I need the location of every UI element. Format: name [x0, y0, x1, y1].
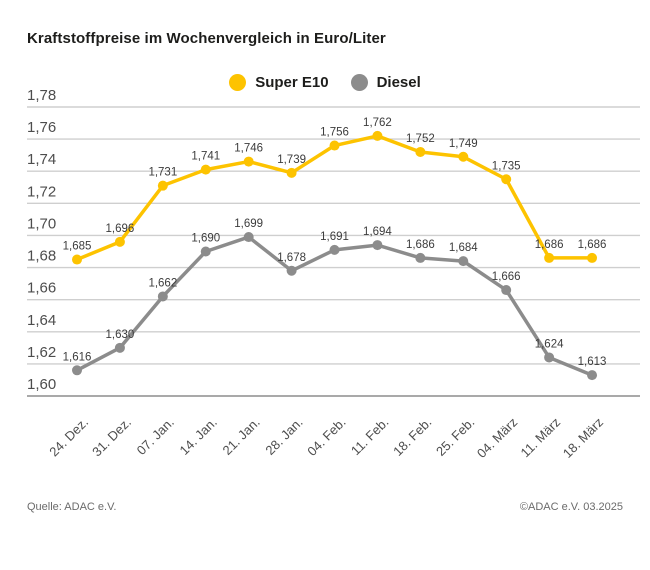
- data-point: [157, 180, 168, 191]
- data-point-label: 1,762: [363, 117, 392, 129]
- x-axis-tick-label: 31. Dez.: [89, 415, 134, 460]
- x-axis-tick-label: 18. Feb.: [390, 415, 434, 459]
- data-point-label: 1,624: [535, 338, 564, 350]
- data-point: [286, 265, 297, 276]
- data-point: [243, 232, 254, 243]
- x-axis-tick-label: 18. März: [560, 415, 606, 461]
- y-axis-tick-label: 1,74: [27, 151, 56, 168]
- source-note: Quelle: ADAC e.V.: [27, 501, 117, 513]
- y-axis-tick-label: 1,70: [27, 215, 56, 232]
- chart-title: Kraftstoffpreise im Wochenvergleich in E…: [27, 30, 386, 47]
- data-point: [286, 167, 297, 178]
- data-point: [458, 256, 469, 267]
- data-point: [544, 252, 555, 263]
- data-point-label: 1,694: [363, 226, 392, 238]
- data-point-label: 1,735: [492, 160, 521, 172]
- y-axis-tick-label: 1,64: [27, 312, 56, 329]
- data-point-label: 1,752: [406, 133, 435, 145]
- y-axis-tick-label: 1,72: [27, 183, 56, 200]
- data-point: [587, 252, 598, 263]
- data-point: [200, 164, 211, 175]
- x-axis-tick-label: 14. Jan.: [177, 415, 220, 458]
- data-point: [372, 130, 383, 141]
- data-point-label: 1,690: [191, 233, 220, 245]
- data-point-label: 1,746: [234, 143, 263, 155]
- x-axis-tick-label: 04. März: [474, 415, 520, 461]
- data-point-label: 1,686: [535, 239, 564, 251]
- chart-legend: Super E10 Diesel: [0, 74, 650, 91]
- data-point: [72, 365, 82, 376]
- legend-label-diesel: Diesel: [376, 74, 421, 91]
- data-point: [372, 240, 383, 251]
- data-point: [587, 370, 598, 381]
- super-e10-dot-icon: [229, 74, 247, 91]
- series-line-diesel: [75, 235, 594, 377]
- data-point-label: 1,749: [449, 138, 478, 150]
- data-point: [329, 244, 340, 255]
- y-axis-tick-label: 1,68: [27, 248, 56, 265]
- y-axis-tick-label: 1,60: [27, 376, 56, 393]
- y-axis-tick-label: 1,66: [27, 280, 56, 297]
- data-point-label: 1,685: [63, 241, 92, 253]
- legend-item-super-e10: Super E10: [229, 74, 329, 91]
- fuel-price-chart: 1,78 1,76 1,74 1,72 1,70 1,68 1,66 1,64 1,62 1,60…: [27, 87, 640, 461]
- diesel-dot-icon: [350, 74, 368, 91]
- data-point: [544, 352, 555, 363]
- x-axis-tick-label: 24. Dez.: [46, 415, 91, 460]
- data-point: [329, 140, 340, 151]
- x-axis-tick-label: 07. Jan.: [134, 415, 177, 458]
- x-axis-tick-label: 25. Feb.: [433, 415, 477, 459]
- x-axis-tick-label: 04. Feb.: [304, 415, 348, 459]
- data-point-label: 1,630: [106, 329, 135, 341]
- data-point-label: 1,691: [320, 231, 349, 243]
- copyright-note: ©ADAC e.V. 03.2025: [519, 501, 623, 513]
- x-axis-tick-label: 21. Jan.: [219, 415, 262, 458]
- y-axis-tick-label: 1,62: [27, 344, 56, 361]
- data-point: [114, 342, 125, 353]
- y-axis-tick-label: 1,78: [27, 87, 56, 104]
- data-point: [415, 252, 426, 263]
- data-point-label: 1,616: [63, 351, 92, 363]
- data-point: [501, 285, 512, 296]
- data-point: [200, 246, 211, 257]
- data-point: [72, 254, 82, 265]
- data-point-label: 1,686: [578, 239, 607, 251]
- legend-item-diesel: Diesel: [350, 74, 421, 91]
- data-point: [157, 291, 168, 302]
- data-point-label: 1,756: [320, 127, 349, 139]
- data-point-label: 1,731: [148, 167, 177, 179]
- data-point: [114, 236, 125, 247]
- data-point-label: 1,686: [406, 239, 435, 251]
- data-point: [501, 174, 512, 185]
- data-point-label: 1,739: [277, 154, 306, 166]
- data-point-label: 1,684: [449, 242, 478, 254]
- data-point-label: 1,741: [191, 151, 220, 163]
- x-axis-tick-label: 11. Feb.: [348, 415, 392, 459]
- x-axis-tick-label: 28. Jan.: [262, 415, 305, 458]
- data-point-label: 1,699: [234, 218, 263, 230]
- legend-label-super-e10: Super E10: [255, 74, 329, 91]
- y-axis-tick-label: 1,76: [27, 119, 56, 136]
- data-point-label: 1,666: [492, 271, 521, 283]
- x-axis-tick-label: 11. März: [518, 415, 564, 461]
- data-point: [243, 156, 254, 167]
- data-point-label: 1,613: [578, 356, 607, 368]
- data-point: [458, 151, 469, 162]
- data-point-label: 1,662: [148, 277, 177, 289]
- data-point-label: 1,696: [106, 223, 135, 235]
- data-point: [415, 146, 426, 157]
- data-point-label: 1,678: [277, 252, 306, 264]
